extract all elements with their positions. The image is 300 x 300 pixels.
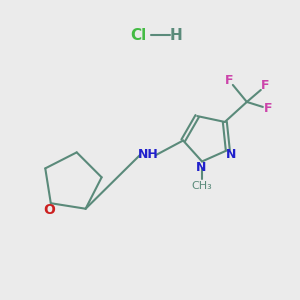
Text: F: F [225,74,233,87]
Text: NH: NH [138,148,158,161]
Text: O: O [43,203,55,217]
Text: CH₃: CH₃ [192,182,212,191]
Text: F: F [261,80,269,92]
Text: N: N [226,148,236,161]
Text: Cl: Cl [130,28,146,43]
Text: H: H [169,28,182,43]
Text: F: F [264,102,272,116]
Text: N: N [196,161,206,174]
